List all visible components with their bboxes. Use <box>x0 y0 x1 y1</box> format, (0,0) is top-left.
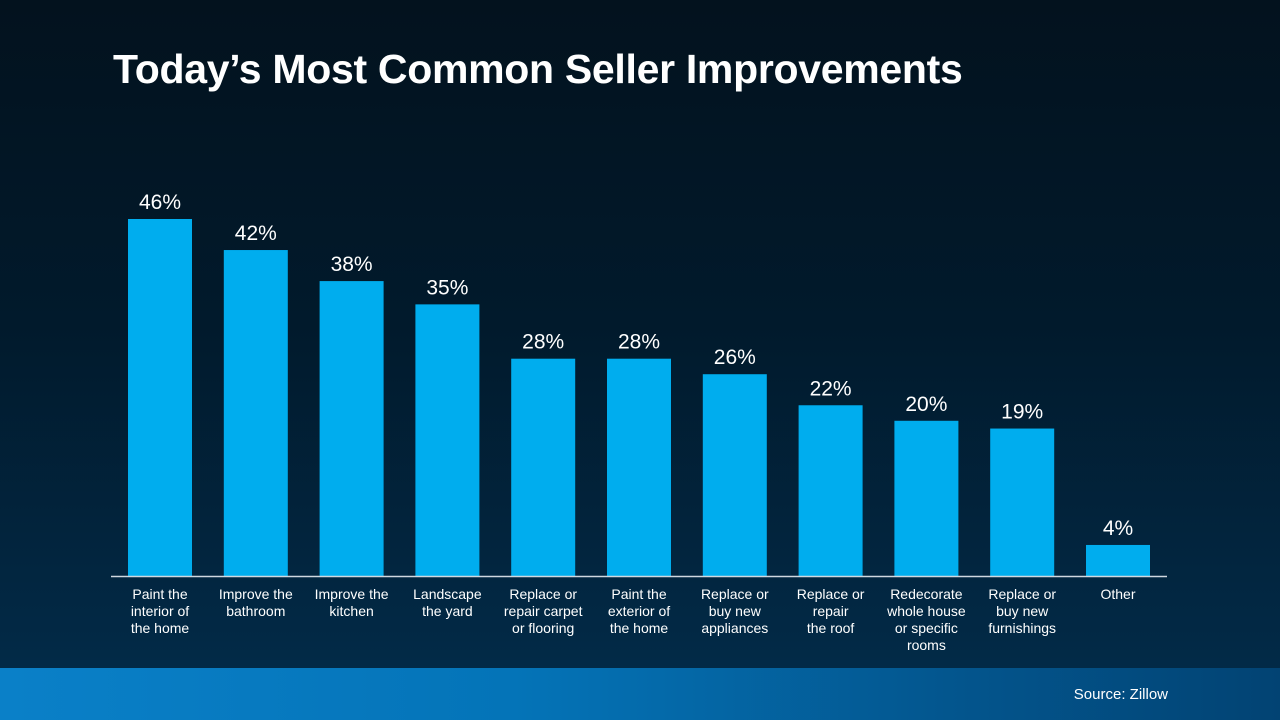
data-label: 42% <box>235 222 277 245</box>
chart-title: Today’s Most Common Seller Improvements <box>113 46 963 92</box>
data-label: 46% <box>139 191 181 214</box>
bar <box>415 304 480 576</box>
bar <box>702 374 767 576</box>
data-label: 20% <box>905 393 947 416</box>
data-label: 38% <box>331 253 373 276</box>
bar-chart: 46% 42% 38% 35% 28% 28% 26% 22% 20% 19% 4% <box>111 191 1167 578</box>
bar <box>990 428 1055 576</box>
bar <box>1086 544 1150 576</box>
bar <box>511 358 576 576</box>
category-label: Improve the bathroom <box>218 586 293 619</box>
data-label: 4% <box>1103 517 1133 540</box>
data-label: 28% <box>522 331 564 354</box>
data-label: 35% <box>426 276 468 299</box>
category-label: Paint the exterior of the home <box>607 586 671 636</box>
category-label: Replace or repair carpet or flooring <box>503 586 583 636</box>
data-label: 19% <box>1001 401 1043 424</box>
category-label: Paint the interior of the home <box>130 586 190 636</box>
data-label: 28% <box>618 331 660 354</box>
source-note: Source: Zillow <box>1073 686 1168 703</box>
bar <box>223 250 288 577</box>
bar <box>894 420 959 576</box>
data-label: 26% <box>714 346 756 369</box>
category-label: Other <box>1100 586 1136 602</box>
bar <box>607 358 671 576</box>
footer-band <box>0 668 1280 720</box>
category-label: Redecorate whole house or specific rooms <box>887 586 966 653</box>
bar <box>798 405 863 576</box>
category-label: Landscape the yard <box>413 586 482 619</box>
category-label: Improve the kitchen <box>314 586 389 619</box>
category-label: Replace or buy new appliances <box>700 586 769 636</box>
category-label: Replace or repair the roof <box>796 586 865 636</box>
bar <box>319 281 384 576</box>
category-label: Replace or buy new furnishings <box>988 586 1057 636</box>
data-label: 22% <box>810 377 852 400</box>
bar <box>128 219 192 576</box>
